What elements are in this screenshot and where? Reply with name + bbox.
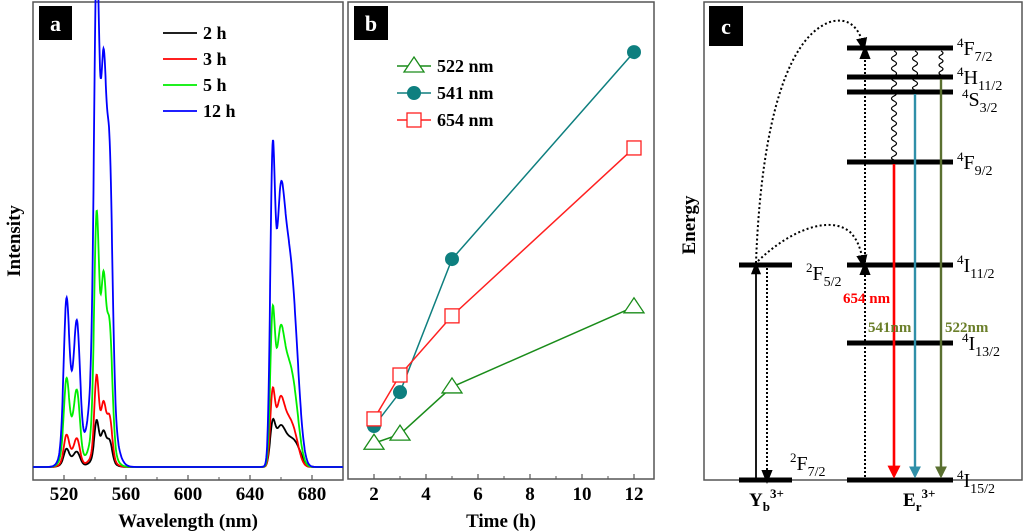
panel-b-letter: b	[365, 11, 377, 36]
data-point-522nm	[440, 376, 464, 394]
data-point-522nm	[622, 296, 646, 314]
panel-b-x-tick-label: 10	[573, 484, 592, 505]
panel-c-letter: c	[721, 14, 731, 39]
data-point-541nm	[445, 252, 459, 267]
yb-ion-sub: b	[763, 499, 770, 514]
panel-a-letter-box	[39, 6, 72, 40]
panel-a-letter: a	[50, 11, 61, 36]
emission-522nm-label: 522nm	[945, 320, 989, 336]
data-point-541nm	[627, 45, 641, 60]
panel-a-frame	[32, 1, 344, 481]
spectrum-line-12h	[33, 0, 343, 468]
series-line-654nm	[373, 147, 635, 420]
yb-ion-sup: 3+	[770, 486, 784, 501]
series-line-541nm	[373, 51, 635, 427]
panel-a-x-ticks: 520 560 600 640 680	[32, 475, 344, 505]
panel-b-x-tick-label: 8	[525, 484, 535, 505]
panel-b-x-ticks: 2 4 6 8 10 12	[369, 474, 644, 505]
yb-level-label: 2F5/2	[806, 260, 842, 290]
panel-b-x-tick-label: 4	[421, 484, 431, 505]
er-ion-sup: 3+	[921, 486, 935, 501]
er-level-label: 4I15/2	[957, 467, 995, 497]
panel-b-legend: 522 nm 541 nm 654 nm	[397, 55, 494, 130]
energy-transfer-arrow-lower	[757, 223, 868, 269]
legend-label: 522 nm	[437, 56, 494, 76]
panel-b-time-series: b 2 4 6 8 10 12 522 nm 541 nm 654 nm Time (h)	[347, 1, 655, 531]
panel-a-legend: 2 h 3 h 5 h 12 h	[163, 23, 236, 121]
legend-swatch-marker	[407, 86, 421, 100]
panel-b-series	[362, 45, 646, 450]
panel-b-x-axis-title: Time (h)	[466, 511, 536, 531]
panel-b-letter-box	[354, 6, 388, 40]
er-level-label: 4S3/2	[962, 86, 998, 116]
panel-c-energy-diagram: c Energy 654 nm 541nm 522nm 4	[679, 1, 1023, 514]
panel-c-y-axis-title: Energy	[679, 195, 700, 255]
yb-ion-label: Yb3+	[749, 486, 784, 514]
legend-label: 541 nm	[437, 83, 494, 103]
data-point-654nm	[392, 367, 408, 383]
er-ion-label: Er3+	[903, 486, 935, 514]
data-point-654nm	[444, 308, 460, 324]
panel-b-frame	[347, 1, 655, 480]
energy-transfer-arrow-upper	[755, 19, 868, 264]
legend-swatch-marker	[406, 112, 422, 128]
nonradiative-relaxation-3	[938, 50, 944, 76]
panel-a-y-axis-title: Intensity	[4, 205, 25, 277]
er-level-label: 4I13/2	[962, 330, 1000, 360]
data-point-522nm	[388, 423, 412, 441]
panel-b-x-tick-label: 6	[473, 484, 483, 505]
legend-label: 12 h	[203, 101, 236, 121]
nonradiative-relaxation-2	[911, 50, 919, 91]
er-ion-sub: r	[916, 499, 922, 514]
data-point-541nm	[393, 385, 407, 400]
panel-a-x-tick-label: 520	[50, 484, 79, 505]
panel-a-x-tick-label: 680	[298, 484, 327, 505]
nonradiative-relaxation-1	[890, 50, 898, 161]
legend-label: 3 h	[203, 49, 227, 69]
panel-c-frame	[703, 1, 1023, 481]
panel-a-x-axis-title: Wavelength (nm)	[118, 511, 258, 531]
legend-label: 654 nm	[437, 110, 494, 130]
emission-541nm-label: 541nm	[868, 320, 912, 336]
yb-level-label: 2F7/2	[790, 450, 826, 480]
er-level-label: 4F9/2	[957, 149, 993, 179]
panel-a-x-tick-label: 600	[174, 484, 203, 505]
emission-654nm-label: 654 nm	[843, 291, 891, 307]
panel-b-x-tick-label: 12	[625, 484, 644, 505]
data-point-654nm	[626, 140, 642, 156]
series-line-522nm	[373, 306, 635, 444]
panel-a-spectra: a 520 560 600 640 680 2 h 3 h 5 h 12 h Waveleng…	[4, 0, 344, 531]
legend-label: 5 h	[203, 75, 227, 95]
panel-a-curves	[33, 0, 343, 468]
er-level-label: 4H11/2	[957, 64, 1002, 94]
panel-b-x-tick-label: 2	[369, 484, 379, 505]
legend-label: 2 h	[203, 23, 227, 43]
er-ion-main: E	[903, 490, 916, 511]
panel-a-x-tick-label: 560	[112, 484, 141, 505]
panel-c-letter-box	[709, 6, 743, 46]
yb-ion-main: Y	[749, 490, 763, 511]
panel-a-x-tick-label: 640	[236, 484, 265, 505]
er-level-label: 4I11/2	[957, 252, 995, 282]
legend-swatch-marker	[402, 55, 426, 73]
er-level-label: 4F7/2	[957, 35, 993, 65]
data-point-654nm	[366, 411, 382, 427]
data-point-522nm	[362, 433, 386, 450]
